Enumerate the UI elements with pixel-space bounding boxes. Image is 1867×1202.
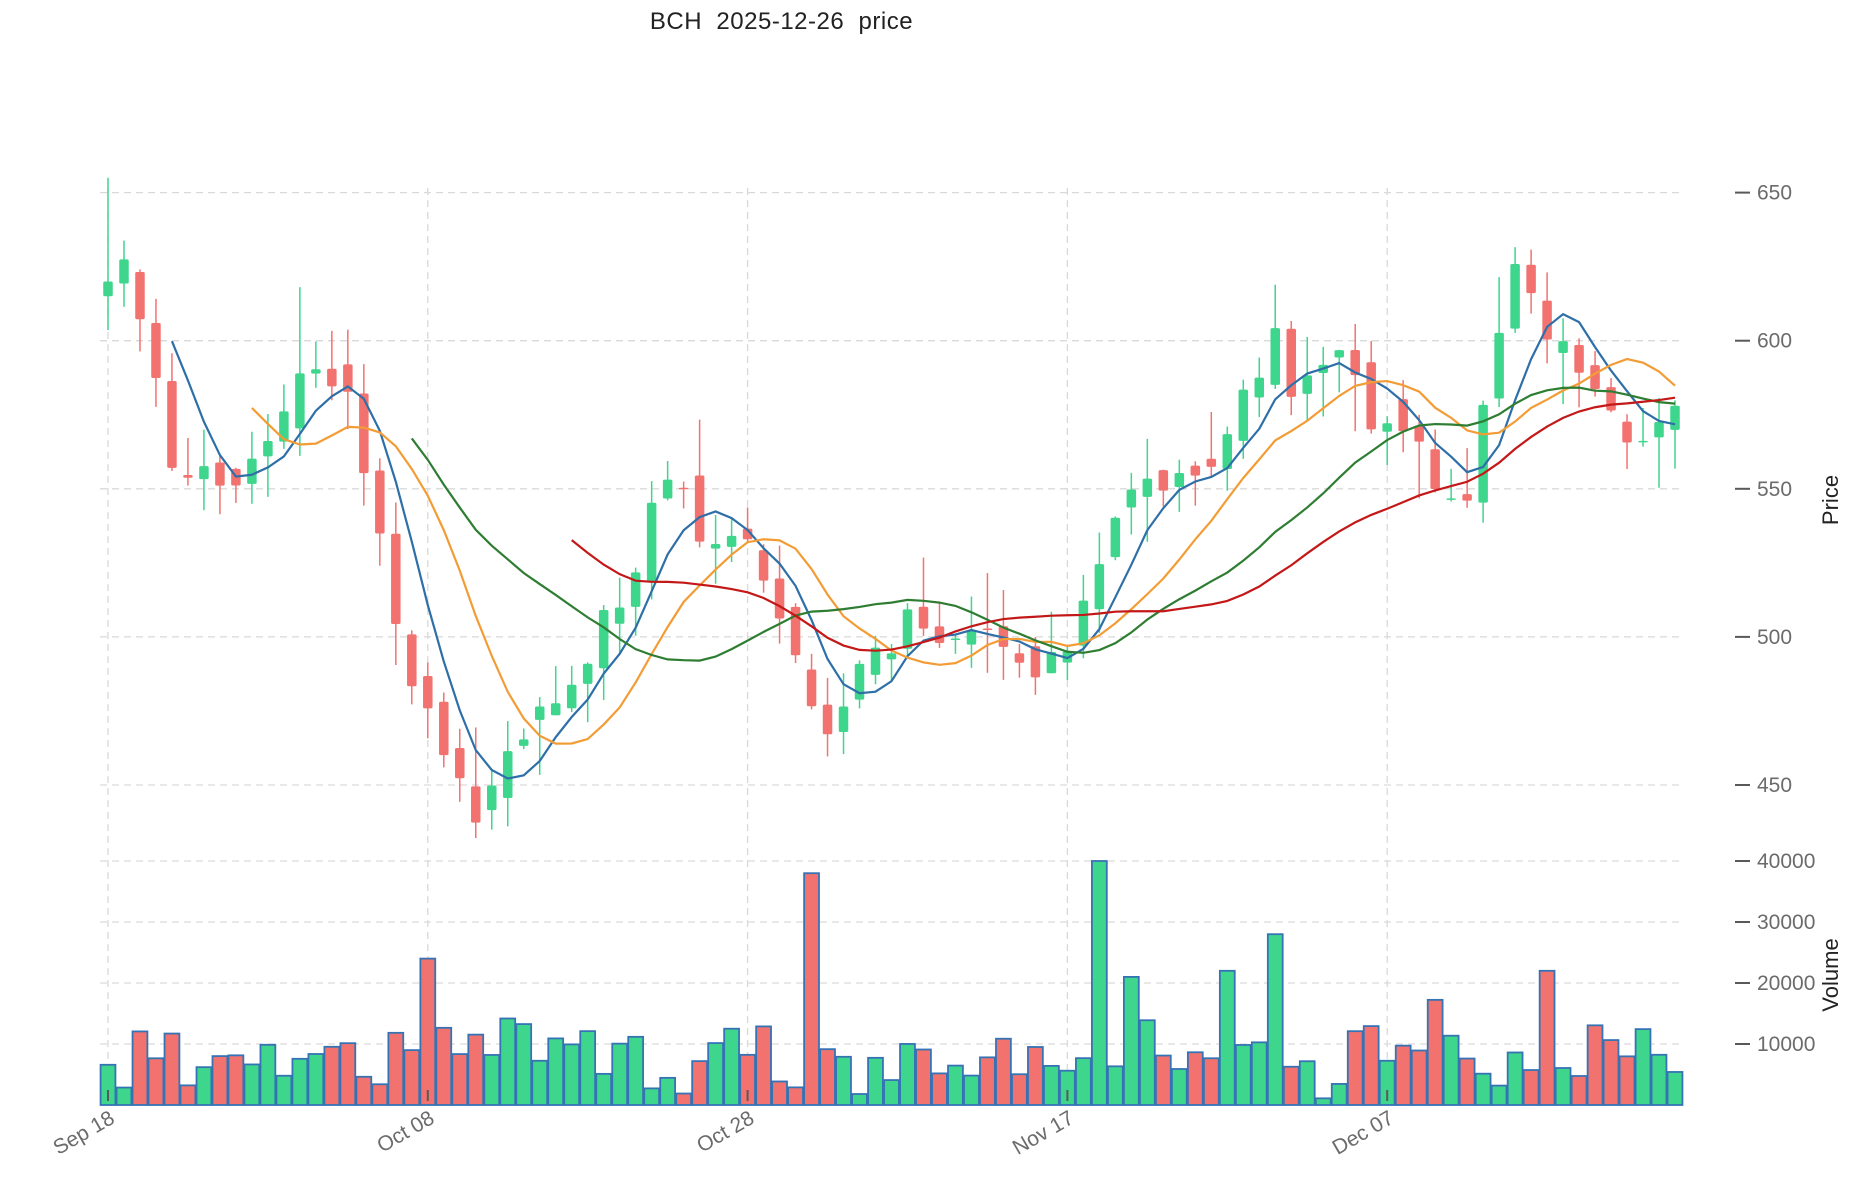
svg-text:550: 550 (1757, 478, 1792, 501)
svg-text:500: 500 (1757, 626, 1792, 649)
svg-text:Price: Price (1818, 475, 1843, 525)
svg-text:Nov 17: Nov 17 (1009, 1106, 1078, 1159)
svg-text:450: 450 (1757, 774, 1792, 797)
svg-text:20000: 20000 (1757, 972, 1815, 995)
svg-text:Volume: Volume (1818, 938, 1843, 1011)
svg-text:Oct 28: Oct 28 (693, 1106, 758, 1157)
svg-text:Dec 07: Dec 07 (1329, 1106, 1398, 1159)
svg-text:10000: 10000 (1757, 1033, 1815, 1056)
svg-text:Sep 18: Sep 18 (49, 1106, 118, 1159)
svg-text:40000: 40000 (1757, 850, 1815, 873)
svg-text:600: 600 (1757, 330, 1792, 353)
svg-text:650: 650 (1757, 182, 1792, 205)
svg-text:30000: 30000 (1757, 911, 1815, 934)
svg-text:Oct 08: Oct 08 (373, 1106, 438, 1157)
